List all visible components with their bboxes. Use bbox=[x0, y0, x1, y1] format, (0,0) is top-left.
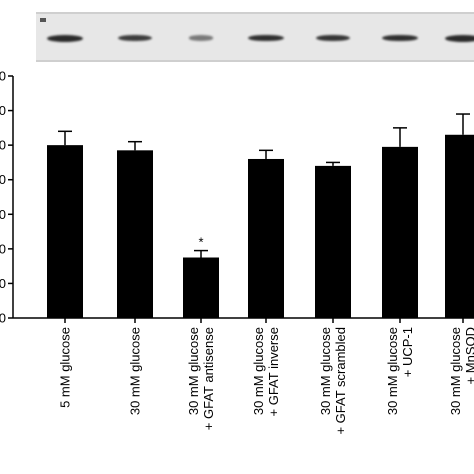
category-label-line: + UCP-1 bbox=[400, 327, 415, 377]
blot-band bbox=[248, 34, 284, 42]
y-tick-label: 140 bbox=[0, 69, 6, 84]
category-label: 30 mM glucose + GFAT scrambled bbox=[318, 327, 348, 435]
category-labels: 5 mM glucose 30 mM glucose 30 mM glucose + … bbox=[58, 327, 474, 435]
y-tick-label: 60 bbox=[0, 207, 6, 222]
category-label: 30 mM glucose + GFAT inverse bbox=[251, 327, 281, 416]
bar bbox=[47, 145, 83, 318]
category-label: 30 mM glucose+ MnSOD bbox=[448, 327, 474, 415]
bar bbox=[248, 158, 284, 318]
bar-series: * bbox=[47, 113, 474, 318]
significance-marker: * bbox=[198, 235, 203, 250]
category-label-line: 5 mM glucose bbox=[58, 327, 73, 408]
blot-band bbox=[445, 34, 474, 42]
blot-band bbox=[188, 35, 214, 41]
category-label-line: + GFAT scrambled bbox=[333, 327, 348, 435]
category-label-line: 30 mM glucose bbox=[186, 327, 201, 415]
y-tick-label: 120 bbox=[0, 103, 6, 118]
category-label-line: 30 mM glucose bbox=[128, 327, 143, 415]
y-tick-label: 20 bbox=[0, 276, 6, 291]
category-label-line: 30 mM glucose bbox=[448, 327, 463, 415]
blot-band bbox=[47, 34, 83, 42]
y-tick-label: 40 bbox=[0, 241, 6, 256]
category-label: 30 mM glucose + GFAT antisense bbox=[186, 327, 216, 430]
blot-band bbox=[382, 34, 418, 42]
western-blot-panel bbox=[36, 12, 474, 62]
category-label-line: 30 mM glucose bbox=[251, 327, 266, 415]
y-tick-label: 80 bbox=[0, 172, 6, 187]
blot-band bbox=[315, 34, 351, 42]
bar bbox=[315, 165, 351, 318]
bar bbox=[183, 257, 219, 318]
blot-artifact bbox=[40, 18, 46, 22]
blot-band bbox=[118, 34, 152, 42]
category-label: 30 mM glucose bbox=[128, 327, 143, 415]
y-tick-label: 0 bbox=[0, 311, 6, 326]
y-tick-label: 100 bbox=[0, 138, 6, 153]
category-label-line: + GFAT inverse bbox=[266, 327, 281, 416]
category-label: 30 mM glucose + UCP-1 bbox=[385, 327, 415, 415]
category-label-line: 30 mM glucose bbox=[318, 327, 333, 415]
bar bbox=[445, 134, 474, 318]
bar bbox=[117, 150, 153, 318]
category-label-line: 30 mM glucose bbox=[385, 327, 400, 415]
bar bbox=[382, 146, 418, 318]
category-label: 5 mM glucose bbox=[58, 327, 73, 408]
chart-axes: 0 20 40 60 80 100 120 140 bbox=[0, 69, 474, 326]
category-label-line: + GFAT antisense bbox=[201, 327, 216, 430]
category-label-line: + MnSOD bbox=[463, 327, 474, 384]
